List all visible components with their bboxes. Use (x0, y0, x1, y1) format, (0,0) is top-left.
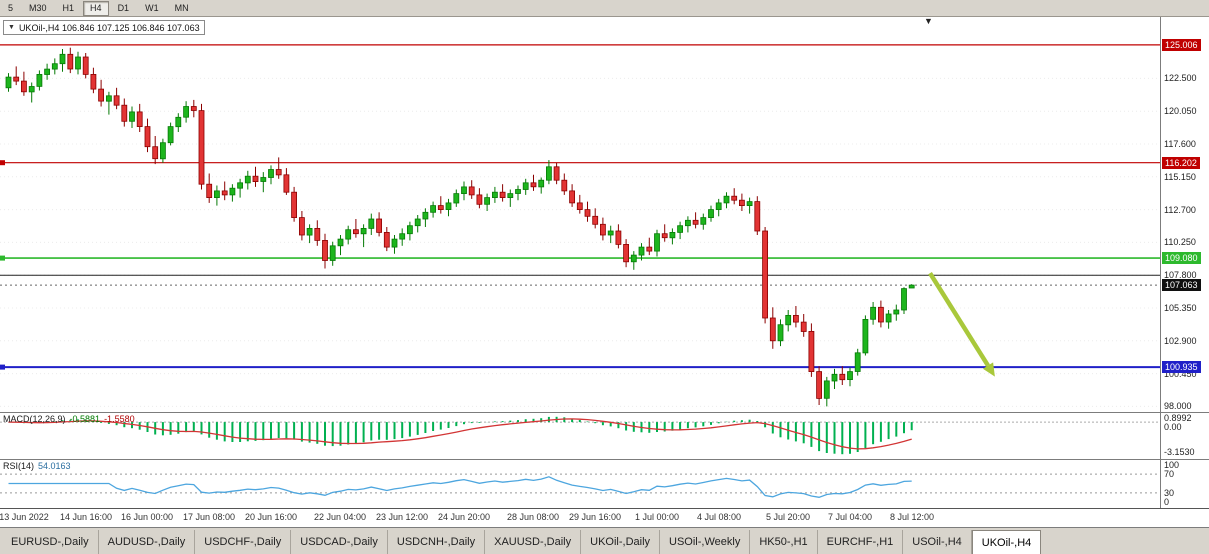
candlestick-chart[interactable]: ▼ UKOil-,H4 106.846 107.125 106.846 107.… (0, 17, 1160, 412)
time-label: 14 Jun 16:00 (59, 512, 113, 522)
tab-hk50-h1[interactable]: HK50-,H1 (750, 530, 818, 554)
macd-axis-label: -3.1530 (1164, 447, 1195, 457)
macd-axis-label: 0.8992 (1164, 413, 1192, 423)
price-gridlines (0, 77, 1160, 407)
time-axis[interactable]: 13 Jun 2022 14 Jun 16:00 16 Jun 00:00 17 Ju… (0, 509, 1209, 528)
tab-usdcnh-daily[interactable]: USDCNH-,Daily (388, 530, 486, 554)
price-tick-label: 120.050 (1164, 106, 1197, 116)
ohlc-text: UKOil-,H4 106.846 107.125 106.846 107.06… (18, 22, 200, 33)
time-label: 23 Jun 12:00 (375, 512, 429, 522)
time-label: 1 Jul 00:00 (634, 512, 680, 522)
timeframe-button-d1[interactable]: D1 (117, 2, 130, 13)
timeframe-button-mn[interactable]: MN (174, 2, 189, 13)
tab-usoil-weekly[interactable]: USOil-,Weekly (660, 530, 751, 554)
tab-usoil-h4[interactable]: USOil-,H4 (903, 530, 972, 554)
timeframe-button-m30[interactable]: M30 (29, 2, 47, 13)
macd-axis-label: 0.00 (1164, 422, 1182, 432)
rsi-value: 54.0163 (38, 461, 71, 471)
timeframe-button-w1[interactable]: W1 (145, 2, 159, 13)
time-label: 29 Jun 16:00 (568, 512, 622, 522)
macd-name: MACD(12,26,9) (3, 414, 66, 424)
price-tick-label: 122.500 (1164, 73, 1197, 83)
time-label: 7 Jul 04:00 (827, 512, 873, 522)
price-badge: 109.080 (1162, 252, 1201, 264)
chart-shift-marker[interactable]: ▼ (924, 17, 933, 26)
price-badge: 100.935 (1162, 361, 1201, 373)
rsi-label: RSI(14) 54.0163 (3, 461, 71, 471)
price-tick-label: 105.350 (1164, 303, 1197, 313)
chart-symbol-ohlc[interactable]: ▼ UKOil-,H4 106.846 107.125 106.846 107.… (3, 20, 205, 35)
time-label: 4 Jul 08:00 (696, 512, 742, 522)
time-label: 8 Jul 12:00 (889, 512, 935, 522)
timeframe-button-h1[interactable]: H1 (62, 2, 75, 13)
macd-label: MACD(12,26,9) -0.5881 -1.5580 (3, 414, 135, 424)
price-tick-label: 102.900 (1164, 336, 1197, 346)
time-label: 16 Jun 00:00 (120, 512, 174, 522)
price-badge: 125.006 (1162, 39, 1201, 51)
macd-main-value: -0.5881 (69, 414, 101, 424)
time-label: 17 Jun 08:00 (182, 512, 236, 522)
candles (5, 47, 915, 407)
macd-signal-value: -1.5580 (104, 414, 135, 424)
tab-ukoil-h4[interactable]: UKOil-,H4 (971, 530, 1042, 554)
macd-plot[interactable]: MACD(12,26,9) -0.5881 -1.5580 (0, 413, 1160, 459)
tab-ukoil-daily[interactable]: UKOil-,Daily (581, 530, 661, 554)
horizontal-level-lines[interactable] (0, 44, 1160, 370)
tab-usdchf-daily[interactable]: USDCHF-,Daily (195, 530, 292, 554)
rsi-axis-label: 100 (1164, 460, 1180, 470)
down-arrow-annotation[interactable] (928, 272, 995, 377)
rsi-plot[interactable]: RSI(14) 54.0163 (0, 460, 1160, 508)
time-label: 22 Jun 04:00 (313, 512, 367, 522)
price-badge: 107.063 (1162, 279, 1201, 291)
tab-eurchf-h1[interactable]: EURCHF-,H1 (818, 530, 904, 554)
price-axis[interactable]: 122.500 120.050 117.600 115.150 112.700 110.2… (1160, 17, 1209, 412)
time-label: 24 Jun 20:00 (437, 512, 491, 522)
price-tick-label: 117.600 (1164, 139, 1196, 149)
time-label: 5 Jul 20:00 (765, 512, 811, 522)
timeframe-button-h4[interactable]: H4 (83, 0, 109, 16)
rsi-name: RSI(14) (3, 461, 35, 471)
tab-eurusd-daily[interactable]: EURUSD-,Daily (2, 530, 99, 554)
macd-svg (0, 416, 1160, 455)
rsi-axis[interactable]: 100 70 30 0 (1160, 460, 1209, 508)
price-tick-label: 100.450 (1164, 369, 1197, 379)
tab-xauusd-daily[interactable]: XAUUSD-,Daily (485, 530, 582, 554)
rsi-axis-label: 0 (1164, 497, 1170, 507)
rsi-axis-label: 70 (1164, 469, 1175, 479)
rsi-panel: RSI(14) 54.0163 100 70 30 0 (0, 460, 1209, 509)
macd-signal-line (8, 418, 912, 450)
tab-usdcad-daily[interactable]: USDCAD-,Daily (291, 530, 388, 554)
price-tick-label: 110.250 (1164, 237, 1196, 247)
price-tick-label: 98.000 (1164, 401, 1192, 411)
candlestick-chart-svg (0, 44, 1160, 407)
price-tick-label: 115.150 (1164, 172, 1196, 182)
time-label: 20 Jun 16:00 (244, 512, 298, 522)
price-badge: 116.202 (1162, 157, 1200, 169)
time-label: 13 Jun 2022 (0, 512, 49, 522)
timeframe-toolbar: 5 M30 H1 H4 D1 W1 MN (0, 0, 1209, 17)
price-tick-label: 112.700 (1164, 205, 1196, 215)
rsi-axis-label: 30 (1164, 488, 1175, 498)
main-chart-panel: ▼ UKOil-,H4 106.846 107.125 106.846 107.… (0, 17, 1209, 413)
price-tick-label: 107.800 (1164, 270, 1197, 280)
rsi-line (8, 476, 912, 498)
timeframe-button-5[interactable]: 5 (8, 2, 14, 13)
chevron-down-icon: ▼ (8, 24, 15, 31)
tab-audusd-daily[interactable]: AUDUSD-,Daily (99, 530, 196, 554)
time-label: 28 Jun 08:00 (506, 512, 560, 522)
rsi-svg (0, 473, 1160, 498)
macd-panel: MACD(12,26,9) -0.5881 -1.5580 0.8992 0.00 -3… (0, 413, 1209, 460)
chart-tabs: EURUSD-,Daily AUDUSD-,Daily USDCHF-,Daily U… (0, 528, 1209, 554)
macd-axis[interactable]: 0.8992 0.00 -3.1530 (1160, 413, 1209, 459)
